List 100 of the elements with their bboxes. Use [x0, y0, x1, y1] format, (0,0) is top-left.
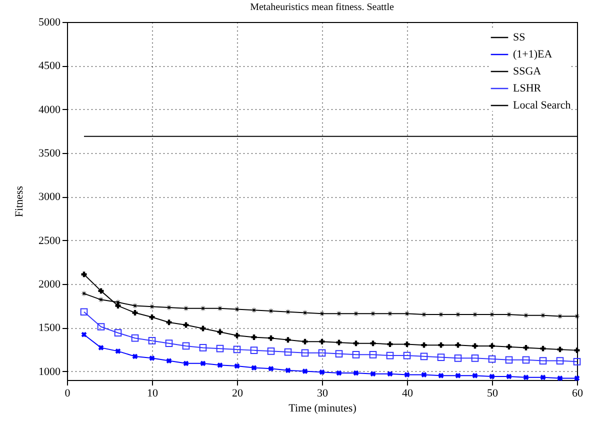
point: [353, 370, 359, 376]
y-tick-label: 1000: [38, 366, 61, 378]
point: [523, 374, 529, 380]
point: [250, 306, 258, 314]
point: [165, 340, 173, 347]
point: [132, 354, 138, 360]
legend-label: LSHR: [513, 82, 542, 94]
point: [557, 376, 563, 381]
point: [80, 308, 88, 316]
point: [148, 337, 156, 344]
point: [539, 357, 547, 364]
point: [199, 344, 207, 352]
y-tick-label: 2000: [38, 278, 61, 290]
point: [318, 310, 326, 317]
point: [251, 365, 257, 370]
point: [573, 358, 581, 366]
point: [200, 360, 206, 366]
point: [132, 310, 138, 316]
point: [234, 363, 240, 369]
point: [522, 356, 530, 364]
point: [148, 303, 156, 310]
point: [574, 376, 580, 381]
point: [114, 329, 122, 337]
point: [182, 342, 190, 350]
point: [319, 369, 325, 375]
y-tick-label: 3000: [38, 191, 61, 204]
legend-label: SSGA: [513, 66, 542, 78]
point: [556, 313, 564, 320]
point: [216, 344, 224, 352]
x-tick-label: 10: [147, 388, 158, 400]
point: [182, 305, 190, 312]
point: [370, 310, 376, 317]
y-tick-label: 5000: [38, 16, 61, 28]
y-axis-title: Fitness: [14, 186, 26, 218]
point: [574, 313, 580, 320]
point: [404, 372, 410, 378]
point: [420, 352, 428, 360]
legend-label: (1+1)EA: [513, 48, 552, 60]
y-tick-label: 3500: [38, 147, 61, 160]
point: [183, 360, 189, 366]
point: [506, 374, 512, 380]
point: [114, 299, 122, 306]
x-axis-title: Time (minutes): [288, 402, 357, 414]
point: [421, 372, 427, 378]
point: [285, 337, 291, 343]
point: [284, 348, 292, 356]
point: [506, 344, 512, 350]
point: [81, 332, 87, 338]
x-tick-label: 50: [487, 388, 498, 400]
point: [200, 305, 206, 312]
point: [352, 310, 360, 317]
point: [302, 310, 308, 316]
y-tick-label: 2500: [38, 234, 61, 247]
point: [386, 310, 394, 317]
point: [335, 350, 343, 358]
chart-title: Metaheuristics mean fitness. Seattle: [250, 2, 394, 13]
point: [318, 349, 326, 357]
point: [454, 354, 462, 362]
point: [505, 356, 513, 364]
point: [267, 348, 275, 355]
point: [370, 371, 376, 377]
point: [353, 340, 359, 346]
legend-label: Local Search: [513, 100, 572, 112]
point: [387, 341, 393, 347]
point: [438, 372, 444, 378]
point: [574, 348, 580, 354]
x-tick-label: 20: [232, 388, 244, 400]
point: [556, 357, 564, 364]
point: [268, 366, 274, 372]
point: [336, 310, 342, 317]
y-tick-label: 4500: [38, 60, 61, 72]
point: [370, 340, 376, 346]
point: [336, 370, 342, 376]
point: [284, 308, 292, 316]
legend-label: SS: [513, 32, 526, 44]
y-tick-label: 4000: [38, 104, 61, 116]
point: [217, 362, 223, 368]
point: [115, 348, 121, 354]
x-tick-label: 0: [64, 388, 71, 400]
point: [522, 312, 530, 319]
point: [98, 344, 104, 350]
x-tick-label: 40: [402, 388, 414, 400]
point: [403, 352, 411, 360]
point: [404, 341, 410, 347]
point: [369, 351, 377, 358]
point: [132, 302, 138, 309]
point: [471, 354, 479, 362]
point: [540, 312, 546, 319]
point: [98, 296, 104, 303]
point: [352, 351, 360, 358]
point: [488, 355, 496, 363]
point: [301, 349, 309, 357]
point: [455, 372, 461, 378]
point: [302, 368, 308, 374]
y-tick-label: 1500: [38, 322, 61, 334]
point: [285, 368, 291, 374]
x-tick-label: 60: [572, 388, 584, 400]
x-tick-label: 30: [317, 388, 328, 400]
point: [489, 374, 495, 380]
point: [97, 323, 105, 330]
